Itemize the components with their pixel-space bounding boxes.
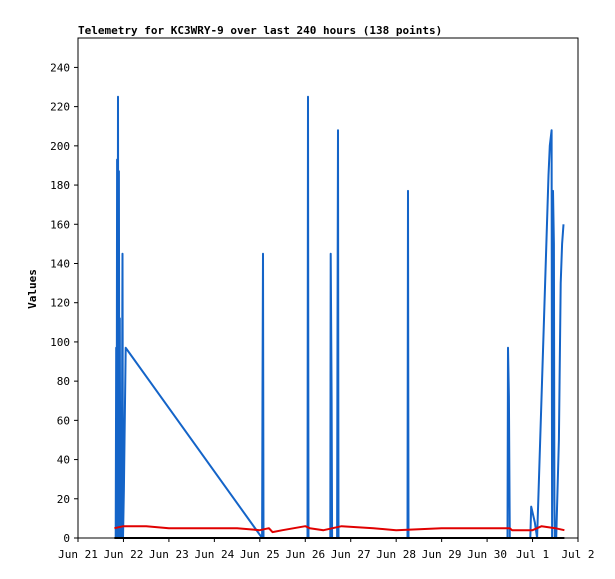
x-tick-label: Jun 28 (376, 548, 416, 561)
x-tick-label: Jun 29 (422, 548, 462, 561)
x-tick-label: Jun 23 (149, 548, 189, 561)
y-tick-label: 80 (57, 375, 70, 388)
plot-frame (77, 37, 579, 539)
x-tick-label: Jun 21 (58, 548, 98, 561)
x-tick-label: Jun 22 (104, 548, 144, 561)
y-axis-label: Values (26, 269, 39, 309)
y-tick-label: 220 (50, 101, 70, 114)
y-tick-label: 140 (50, 257, 70, 270)
x-tick-label: Jun 30 (467, 548, 507, 561)
y-tick-label: 0 (63, 532, 70, 545)
series-line-1 (114, 525, 565, 534)
y-axis-ticks: 0 20 40 60 80 100 120 140 160 180 200 220 240 (50, 61, 78, 545)
y-tick-label: 60 (57, 414, 70, 427)
x-tick-label: Jun 25 (240, 548, 280, 561)
x-tick-label: Jun 26 (285, 548, 325, 561)
y-tick-label: 20 (57, 493, 70, 506)
y-tick-label: 100 (50, 336, 70, 349)
series-line-0 (114, 95, 565, 539)
y-tick-label: 200 (50, 140, 70, 153)
chart-title: Telemetry for KC3WRY-9 over last 240 hou… (78, 24, 442, 37)
y-tick-label: 40 (57, 454, 70, 467)
y-tick-label: 120 (50, 297, 70, 310)
x-tick-label: Jun 27 (331, 548, 371, 561)
x-tick-label: Jul 1 (516, 548, 549, 561)
x-tick-label: Jul 2 (561, 548, 594, 561)
y-tick-label: 160 (50, 218, 70, 231)
y-tick-label: 180 (50, 179, 70, 192)
series-layer (114, 95, 565, 539)
x-tick-label: Jun 24 (194, 548, 234, 561)
y-tick-label: 240 (50, 61, 70, 74)
x-axis-ticks: Jun 21 Jun 22 Jun 23 Jun 24 Jun 25 Jun 26 Jun … (58, 538, 595, 561)
